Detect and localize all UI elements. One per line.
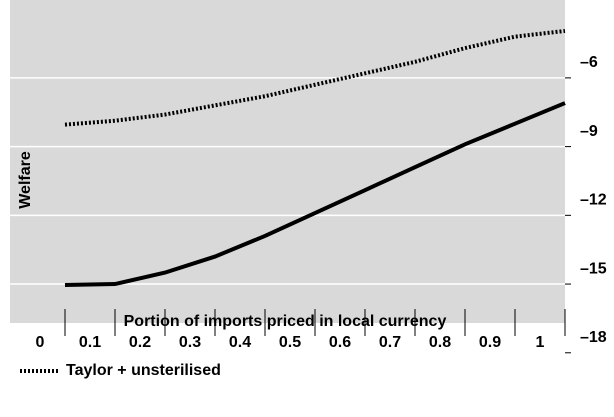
line-series	[64, 28, 566, 127]
y-tick-label: –18	[580, 329, 607, 346]
x-tick-label: 0.2	[129, 334, 151, 351]
x-tick-label: 0.5	[279, 334, 301, 351]
y-tick-label: –6	[580, 54, 598, 71]
x-axis-label: Portion of imports priced in local curre…	[124, 313, 447, 330]
x-tick-label: 0.1	[79, 334, 101, 351]
x-tick-label: 1	[536, 334, 545, 351]
y-axis-label: Welfare	[17, 151, 34, 209]
y-tick-label: –15	[580, 260, 607, 277]
x-tick-label: 0	[36, 334, 45, 351]
x-tick-label: 0.8	[429, 334, 451, 351]
x-tick-label: 0.9	[479, 334, 501, 351]
y-tick-label: –9	[580, 123, 598, 140]
x-tick-label: 0.6	[329, 334, 351, 351]
x-tick-label: 0.7	[379, 334, 401, 351]
legend-label: Taylor + unsterilised	[66, 362, 221, 379]
plot-background	[10, 0, 565, 323]
y-tick-label: –12	[580, 192, 607, 209]
x-tick-label: 0.4	[229, 334, 251, 351]
x-tick-label: 0.3	[179, 334, 201, 351]
line-series	[64, 101, 566, 287]
